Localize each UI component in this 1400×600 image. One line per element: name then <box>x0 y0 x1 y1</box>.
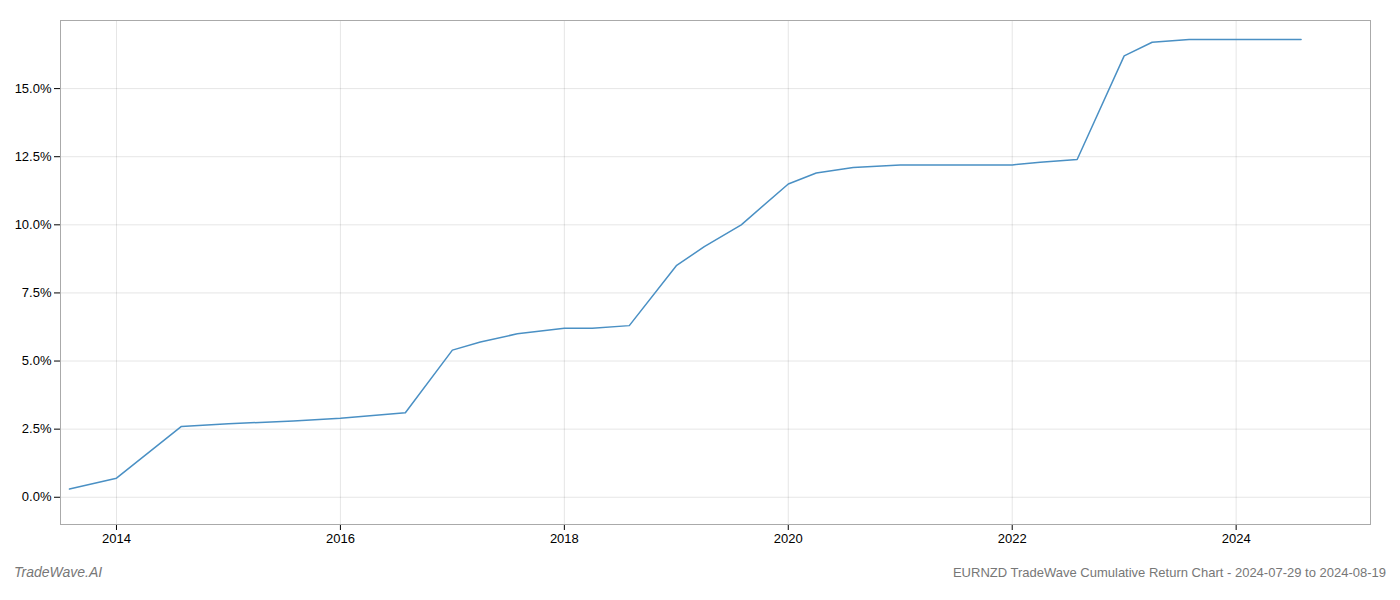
svg-text:7.5%: 7.5% <box>22 285 52 300</box>
svg-text:0.0%: 0.0% <box>22 489 52 504</box>
svg-text:2022: 2022 <box>998 531 1027 546</box>
svg-text:15.0%: 15.0% <box>15 81 52 96</box>
svg-text:12.5%: 12.5% <box>15 149 52 164</box>
svg-text:2016: 2016 <box>326 531 355 546</box>
svg-text:2024: 2024 <box>1222 531 1251 546</box>
html-text:EURNZD TradeWave Cumulative Re: EURNZD TradeWave Cumulative Return Chart… <box>952 565 1386 580</box>
svg-text:2014: 2014 <box>102 531 131 546</box>
svg-text:2020: 2020 <box>774 531 803 546</box>
svg-text:2018: 2018 <box>550 531 579 546</box>
html-text:TradeWave.AI: TradeWave.AI <box>14 564 103 580</box>
svg-text:2.5%: 2.5% <box>22 421 52 436</box>
svg-text:5.0%: 5.0% <box>22 353 52 368</box>
svg-text:10.0%: 10.0% <box>15 217 52 232</box>
